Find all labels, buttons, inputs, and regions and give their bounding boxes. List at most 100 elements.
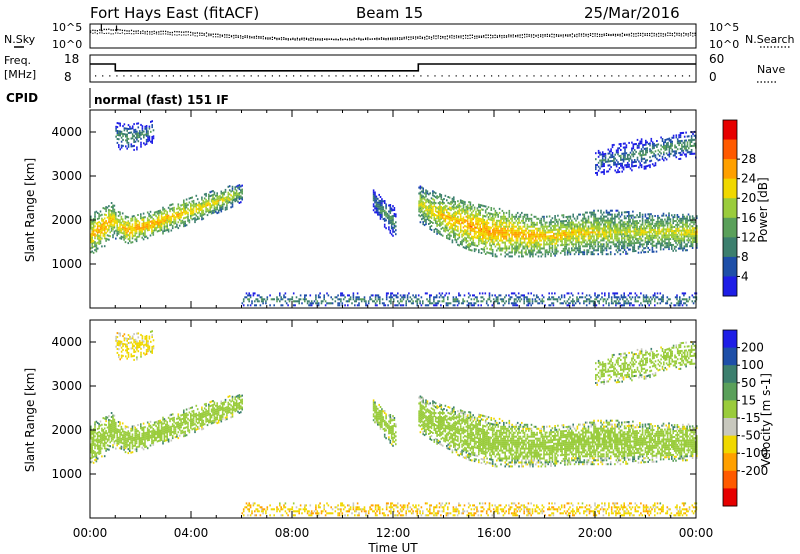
power-cell	[544, 221, 547, 224]
power-cell	[664, 232, 666, 235]
power-cell	[528, 235, 530, 238]
power-cell	[665, 138, 668, 141]
nsearch-point	[644, 35, 646, 36]
power-cell	[671, 230, 673, 233]
nsky-point	[303, 37, 305, 39]
power-cell	[623, 215, 626, 218]
nsearch-point	[303, 39, 305, 41]
power-cell	[668, 155, 671, 158]
power-cell	[419, 209, 422, 212]
power-cell	[550, 227, 552, 230]
power-cell	[176, 207, 178, 210]
power-cell	[393, 224, 396, 227]
power-cell	[136, 146, 138, 149]
power-cell	[144, 143, 146, 146]
power-cell	[576, 225, 579, 228]
power-cell	[667, 144, 669, 146]
power-cell	[557, 232, 559, 235]
power-cell	[569, 233, 572, 236]
power-cell	[554, 254, 556, 257]
power-cell	[440, 233, 443, 236]
power-cell	[550, 229, 552, 232]
power-cell	[454, 224, 456, 227]
power-cell	[119, 229, 121, 232]
power-cell	[386, 216, 389, 219]
power-cell	[671, 245, 673, 248]
power-cell	[497, 235, 499, 238]
power-cell	[628, 211, 630, 213]
nave-point	[250, 75, 252, 77]
power-cell	[241, 198, 243, 201]
power-cell	[429, 200, 431, 203]
power-cell	[92, 230, 95, 232]
power-cell	[466, 224, 469, 227]
power-cell	[392, 205, 394, 208]
power-cell	[628, 226, 630, 229]
power-cell	[151, 226, 153, 229]
power-cell	[482, 220, 484, 223]
power-cell	[625, 231, 627, 233]
power-cell	[680, 217, 683, 220]
power-cell	[210, 204, 213, 207]
nsearch-point	[290, 39, 292, 41]
power-cell	[532, 249, 534, 252]
power-cell	[646, 237, 648, 240]
nsky-point	[249, 35, 251, 38]
power-cell	[571, 221, 573, 224]
power-cell	[623, 237, 626, 240]
power-cell	[648, 233, 651, 236]
power-cell	[616, 231, 619, 234]
power-cell	[572, 249, 574, 252]
power-cell	[419, 193, 422, 196]
power-cell	[655, 236, 658, 239]
power-cell	[130, 143, 133, 146]
power-cell	[421, 202, 423, 205]
power-cell	[540, 217, 543, 220]
power-cell	[95, 248, 98, 251]
power-cell	[611, 156, 614, 158]
power-cell	[166, 213, 168, 216]
power-cell	[612, 225, 615, 228]
power-cell	[134, 136, 137, 139]
power-cell	[682, 229, 684, 232]
power-cell	[578, 221, 580, 224]
nsearch-point	[199, 34, 201, 36]
power-cell	[422, 223, 424, 226]
power-cell	[603, 225, 605, 228]
nsearch-point	[337, 39, 339, 41]
power-cell	[489, 238, 491, 241]
power-cell	[691, 229, 694, 232]
power-cell	[593, 227, 595, 230]
power-cell	[614, 235, 616, 238]
power-cell	[381, 216, 383, 218]
power-cell	[641, 235, 644, 238]
power-cell	[551, 221, 554, 224]
power-cell	[459, 231, 462, 234]
power-cell	[553, 236, 555, 239]
power-cell	[694, 239, 697, 241]
nsky-point	[278, 37, 280, 40]
power-cell	[166, 217, 168, 220]
power-cell	[486, 231, 488, 234]
nsky-point	[151, 31, 153, 33]
power-cell	[473, 234, 476, 237]
power-cell	[216, 192, 218, 195]
power-cell	[440, 208, 443, 210]
power-cell	[530, 219, 533, 222]
nsearch-point	[244, 37, 246, 38]
power-cell	[651, 147, 654, 150]
power-cell	[603, 153, 605, 156]
power-cell	[658, 154, 661, 157]
power-cell	[446, 235, 448, 237]
power-cell	[421, 190, 423, 193]
power-cell	[425, 219, 427, 222]
power-cell	[439, 218, 441, 221]
power-cell	[374, 199, 376, 202]
power-cell	[199, 209, 202, 211]
power-cell	[475, 248, 477, 251]
power-cell	[119, 237, 121, 240]
power-cell	[390, 217, 393, 220]
power-cell	[469, 237, 472, 240]
nsearch-point	[660, 35, 662, 37]
power-cell	[633, 226, 636, 229]
